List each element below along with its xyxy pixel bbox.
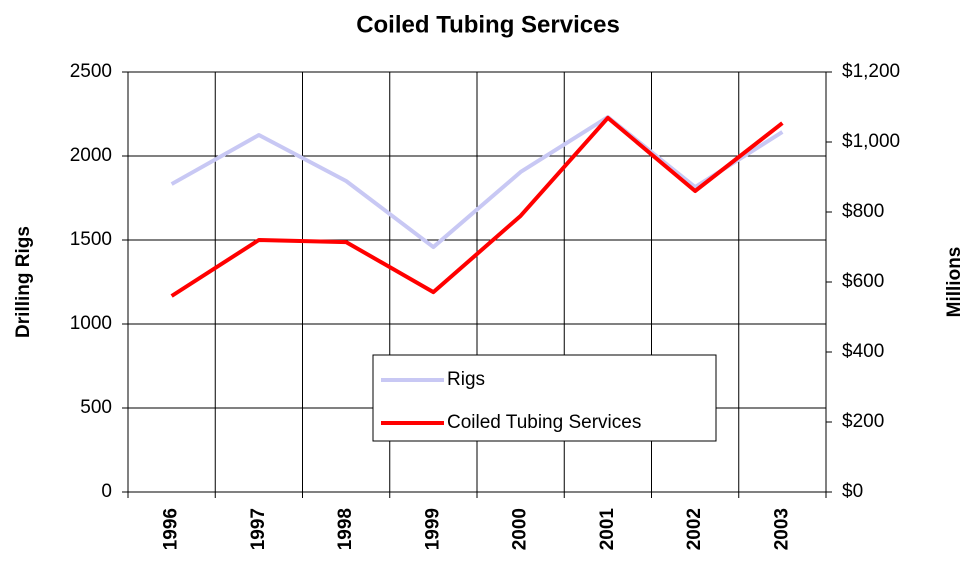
- y-tick-label: 0: [101, 481, 112, 502]
- x-tick-label: 2001: [597, 508, 618, 551]
- y-tick-label: 2000: [70, 145, 112, 166]
- series-line: [170, 115, 784, 298]
- legend-label: Coiled Tubing Services: [447, 412, 641, 433]
- legend-box: [372, 354, 717, 442]
- y-axis-label: Drilling Rigs: [13, 226, 34, 338]
- y2-tick-label: $200: [842, 411, 884, 432]
- y2-tick-label: $1,000: [842, 131, 900, 152]
- x-tick-label: 2000: [510, 508, 531, 550]
- y2-tick-label: $400: [842, 341, 884, 362]
- y2-tick-label: $0: [842, 481, 863, 502]
- x-tick-label: 1996: [161, 508, 182, 550]
- y2-tick-label: $1,200: [842, 61, 900, 82]
- x-tick-label: 1997: [248, 508, 269, 550]
- legend-label: Rigs: [447, 369, 485, 390]
- y-tick-label: 2500: [70, 61, 112, 82]
- x-tick-label: 1998: [335, 508, 356, 550]
- x-tick-label: 2002: [684, 508, 705, 550]
- x-tick-label: 1999: [422, 508, 443, 550]
- series-line: [170, 115, 784, 250]
- y-tick-label: 500: [80, 397, 112, 418]
- y-tick-label: 1000: [70, 313, 112, 334]
- plot-border: [127, 71, 827, 493]
- y-tick-label: 1500: [70, 229, 112, 250]
- y2-axis-label: Millions: [944, 247, 965, 318]
- x-tick-label: 2003: [771, 508, 792, 550]
- y2-tick-label: $600: [842, 271, 884, 292]
- chart-title: Coiled Tubing Services: [356, 11, 620, 38]
- y2-tick-label: $800: [842, 201, 884, 222]
